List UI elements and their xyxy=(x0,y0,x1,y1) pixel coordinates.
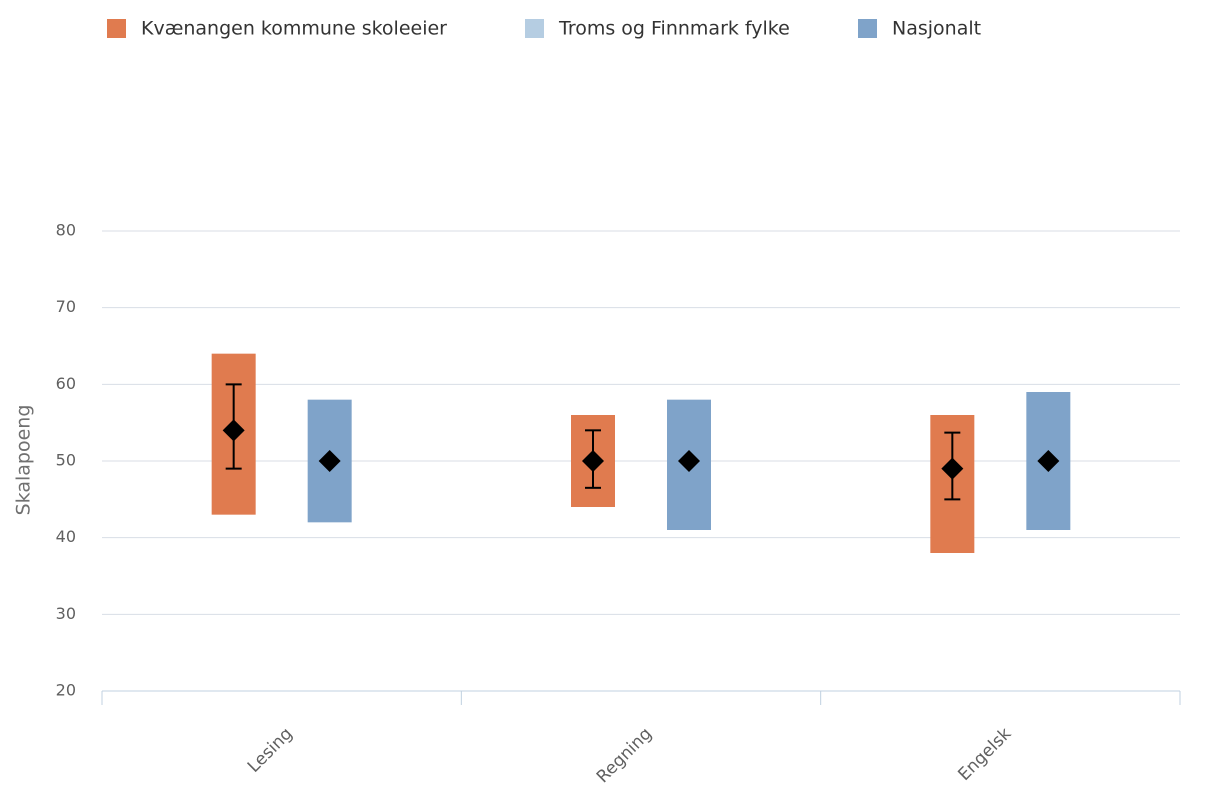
legend-swatch xyxy=(858,19,877,38)
legend: Kvænangen kommune skoleeier Troms og Finn… xyxy=(107,18,981,40)
legend-swatch xyxy=(525,19,544,38)
y-tick-label: 60 xyxy=(56,374,76,393)
mean-marker xyxy=(582,450,604,472)
y-tick-label: 30 xyxy=(56,604,76,623)
x-tick-label: Regning xyxy=(593,724,656,787)
y-tick-label: 40 xyxy=(56,527,76,546)
y-tick-label: 20 xyxy=(56,681,76,700)
y-tick-label: 70 xyxy=(56,297,76,316)
y-axis-title: Skalapoeng xyxy=(13,405,35,516)
mean-marker xyxy=(222,419,245,442)
legend-label: Troms og Finnmark fylke xyxy=(558,18,790,40)
mean-marker xyxy=(318,450,341,472)
legend-label: Kvænangen kommune skoleeier xyxy=(141,18,447,40)
mean-marker xyxy=(1037,450,1060,472)
x-tick-label: Lesing xyxy=(244,724,297,777)
y-tick-label: 50 xyxy=(56,451,76,470)
x-tick-label: Engelsk xyxy=(954,724,1015,785)
mean-marker xyxy=(678,450,700,472)
mean-marker xyxy=(941,457,964,480)
legend-swatch xyxy=(107,19,126,38)
y-tick-label: 80 xyxy=(56,221,76,240)
legend-label: Nasjonalt xyxy=(892,18,981,40)
